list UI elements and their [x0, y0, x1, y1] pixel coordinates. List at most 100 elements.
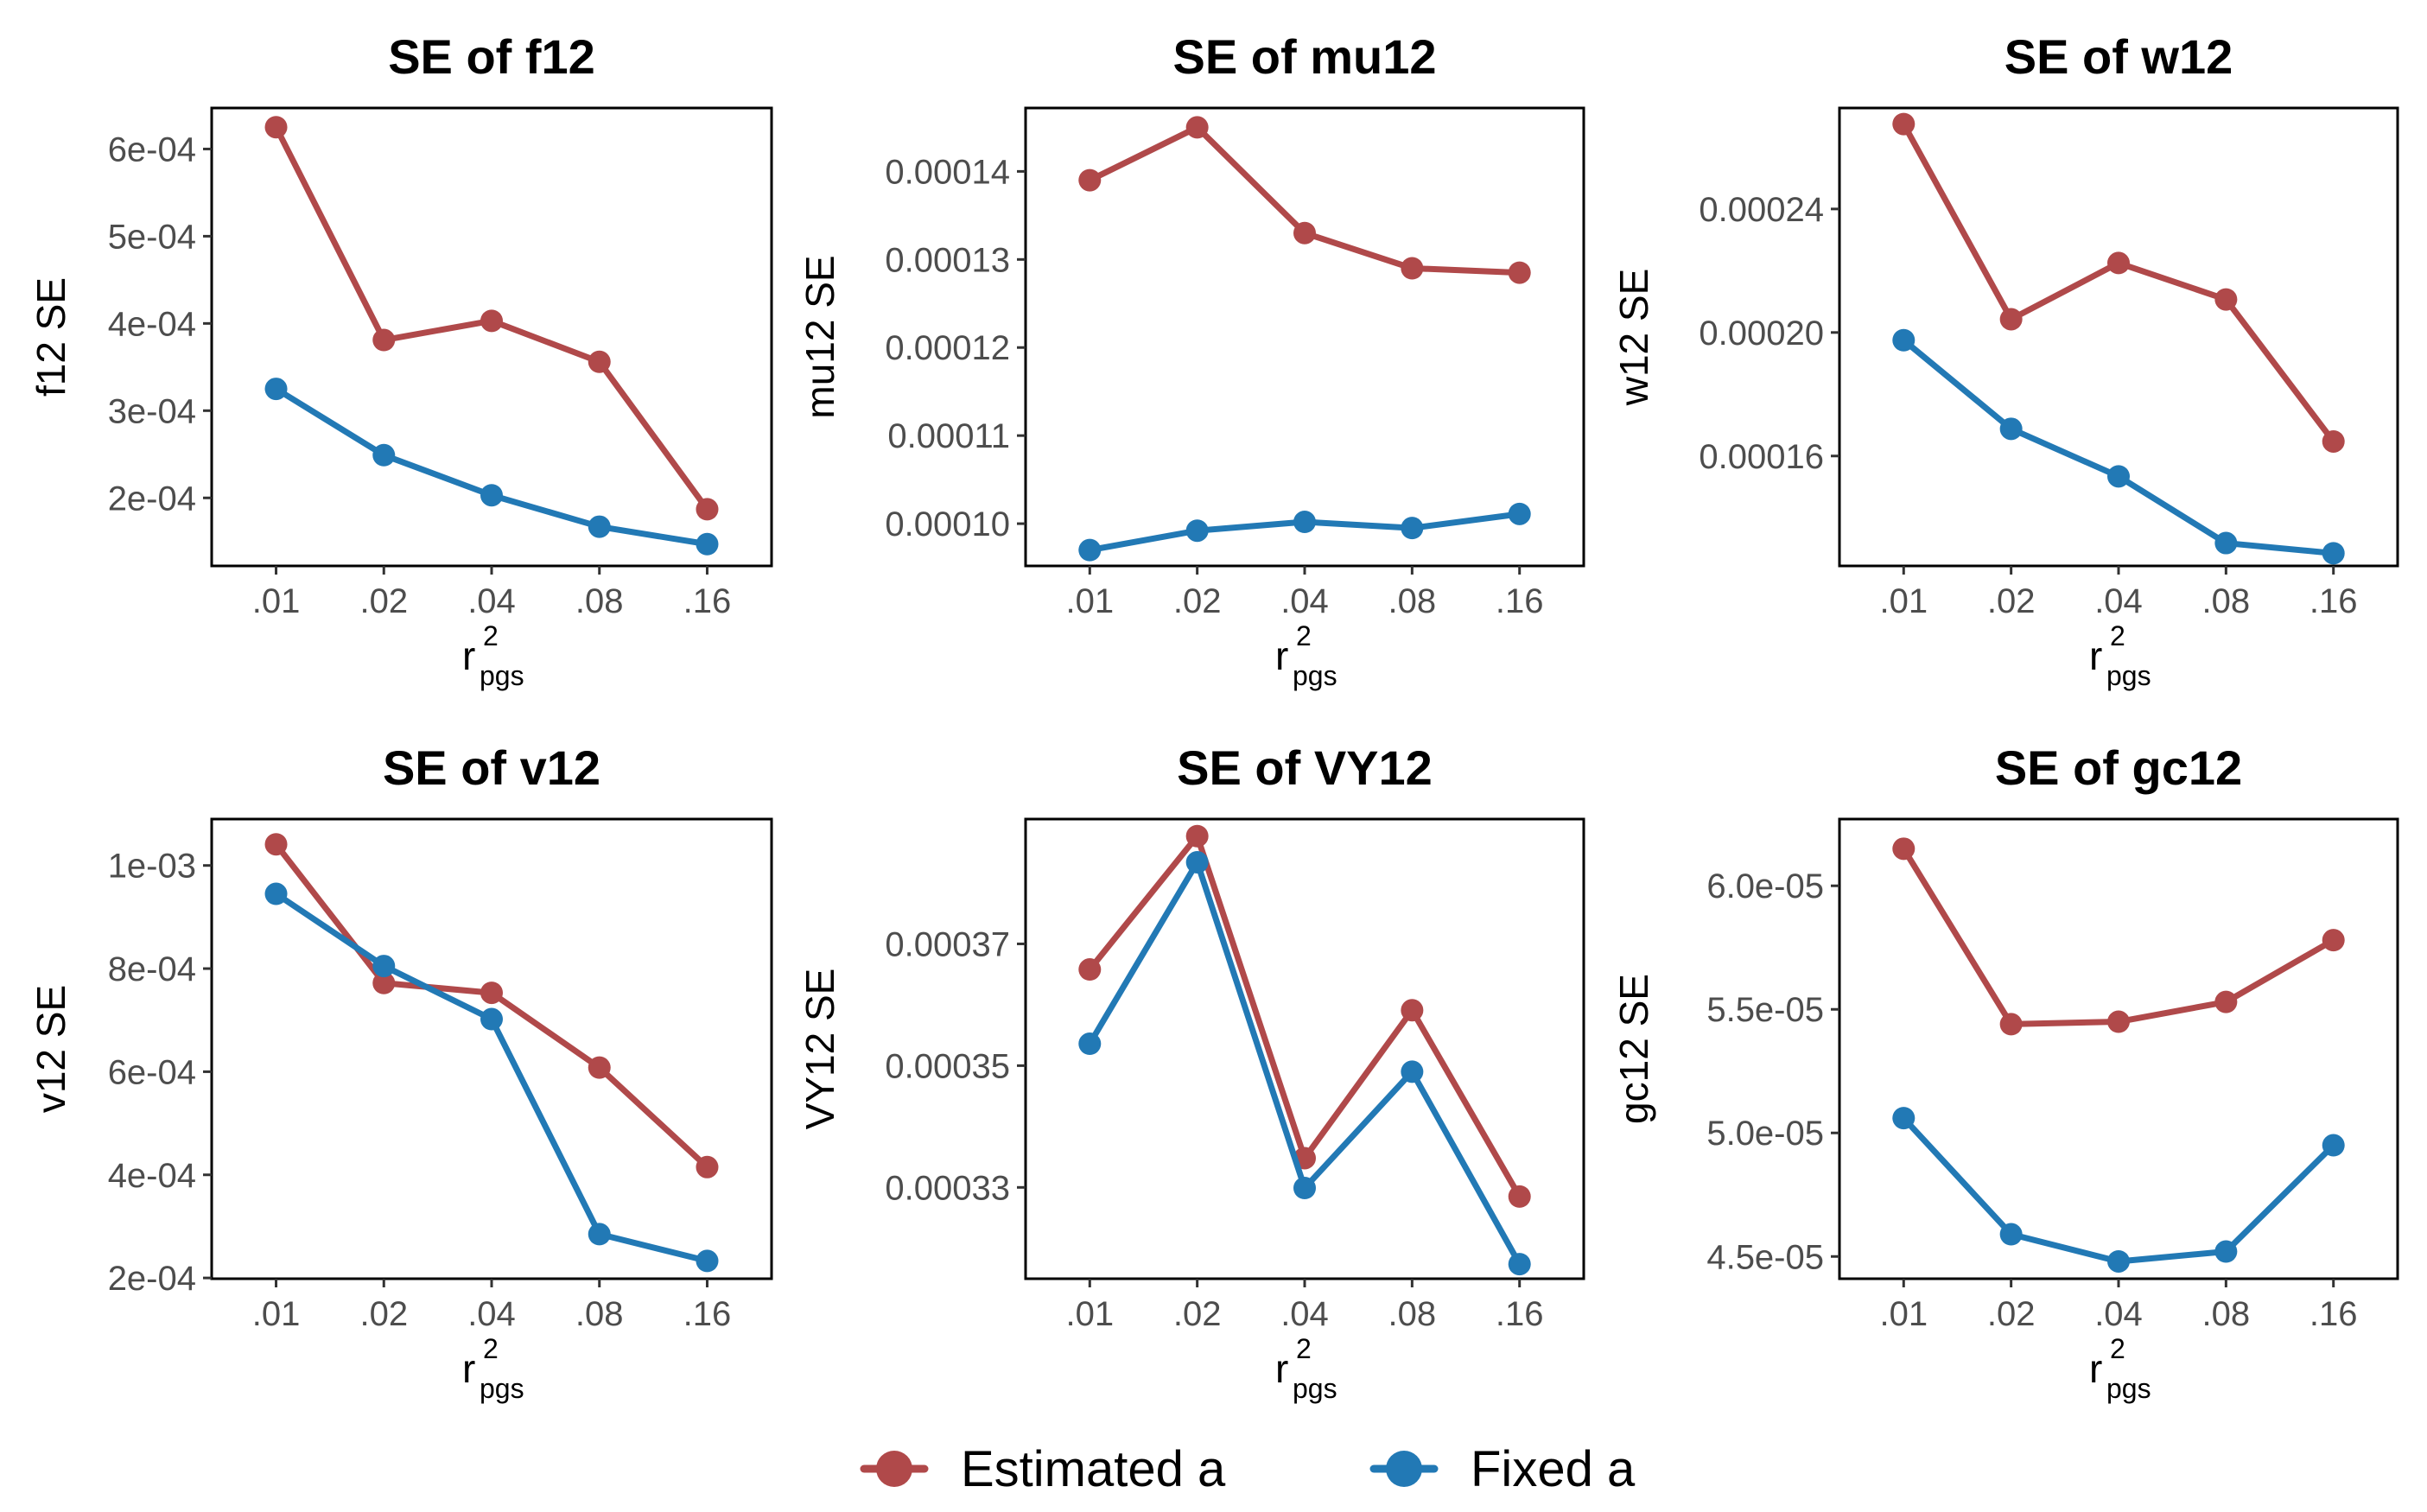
- x-tick-label: .02: [1173, 1295, 1222, 1333]
- x-axis-title-sup: 2: [2110, 620, 2125, 651]
- data-point: [1078, 958, 1102, 982]
- data-point: [2322, 1134, 2345, 1157]
- y-axis-title: mu12 SE: [797, 255, 842, 418]
- x-tick-label: .02: [1987, 582, 2036, 620]
- x-axis-title: r: [462, 1346, 475, 1391]
- x-axis-title-sub: pgs: [2106, 660, 2151, 691]
- data-point: [1892, 837, 1916, 861]
- x-axis-title: r: [1275, 633, 1288, 678]
- x-axis-title: r: [2089, 633, 2102, 678]
- x-tick-label: .01: [1879, 1295, 1928, 1333]
- data-point: [372, 328, 396, 352]
- x-axis-title-sub: pgs: [1293, 1373, 1337, 1404]
- y-tick-label: 0.00037: [885, 925, 1010, 963]
- y-tick-label: 0.00014: [885, 153, 1010, 191]
- data-point: [2214, 1240, 2238, 1263]
- y-tick-label: 0.00016: [1699, 438, 1824, 476]
- y-axis-title: w12 SE: [1611, 269, 1656, 407]
- plot-frame: [1838, 106, 2399, 568]
- data-point: [1401, 517, 1424, 540]
- y-tick-label: 3e-04: [108, 392, 196, 430]
- data-point: [1401, 999, 1424, 1022]
- data-point: [1078, 538, 1102, 562]
- data-point: [480, 309, 503, 333]
- y-tick-label: 0.00010: [885, 505, 1010, 543]
- panel-title: SE of v12: [383, 740, 600, 795]
- data-point: [588, 350, 611, 373]
- data-point: [588, 515, 611, 538]
- legend-label-fixed: Fixed a: [1471, 1441, 1636, 1497]
- x-tick-label: .01: [252, 582, 301, 620]
- series-estimated: [1078, 824, 1531, 1208]
- series-fixed: [264, 378, 719, 556]
- legend-item-estimated: Estimated a: [860, 1441, 1226, 1497]
- y-tick-label: 0.00035: [885, 1047, 1010, 1085]
- series-line: [273, 891, 710, 1264]
- x-tick-label: .01: [1065, 582, 1114, 620]
- series-fixed: [1892, 328, 2345, 565]
- data-point: [1999, 308, 2023, 331]
- x-tick-label: .16: [683, 1295, 732, 1333]
- x-axis-title-sup: 2: [1296, 620, 1312, 651]
- series-line: [1900, 1115, 2337, 1265]
- data-point: [2214, 990, 2238, 1013]
- y-axis-title: f12 SE: [29, 277, 73, 397]
- data-point: [1185, 851, 1209, 874]
- data-point: [1999, 1223, 2023, 1246]
- data-point: [1892, 328, 1916, 352]
- series-estimated: [264, 833, 719, 1178]
- series-estimated: [264, 116, 719, 521]
- x-tick-label: .08: [1388, 582, 1437, 620]
- x-tick-label: .02: [359, 1295, 408, 1333]
- data-point: [696, 1249, 719, 1273]
- series-line: [1086, 124, 1523, 276]
- y-tick-label: 6e-04: [108, 130, 196, 168]
- x-tick-label: .16: [1496, 582, 1544, 620]
- x-tick-label: .01: [1065, 1295, 1114, 1333]
- data-point: [264, 116, 288, 139]
- y-tick-label: 0.00013: [885, 241, 1010, 279]
- data-point: [480, 1007, 503, 1031]
- data-point: [372, 955, 396, 978]
- x-tick-label: .16: [1496, 1295, 1544, 1333]
- data-point: [1508, 1253, 1531, 1276]
- data-point: [480, 484, 503, 507]
- x-tick-label: .16: [683, 582, 732, 620]
- y-tick-label: 0.00011: [887, 417, 1010, 455]
- y-tick-label: 6e-04: [108, 1053, 196, 1091]
- plot-frame: [1838, 817, 2399, 1280]
- y-tick-label: 0.00024: [1699, 191, 1824, 229]
- panels: SE of f12 2e-04 3e-04 4e-04 5e-04 6e-04 .01 .02…: [29, 29, 2399, 1404]
- x-tick-label: .04: [2094, 582, 2143, 620]
- series-estimated: [1078, 116, 1531, 284]
- legend-marker-fixed: [1386, 1451, 1422, 1487]
- series-line: [1900, 845, 2337, 1027]
- x-axis-title-sup: 2: [2110, 1333, 2125, 1364]
- panel-1: SE of f12 2e-04 3e-04 4e-04 5e-04 6e-04 .01 .02…: [29, 29, 773, 691]
- x-axis-title-sup: 2: [1296, 1333, 1312, 1364]
- y-tick-label: 0.00033: [885, 1169, 1010, 1207]
- data-point: [1999, 1013, 2023, 1036]
- series-estimated: [1892, 837, 2345, 1036]
- data-point: [2214, 531, 2238, 555]
- series-line: [273, 841, 710, 1171]
- x-tick-label: .16: [2309, 582, 2358, 620]
- data-point: [1293, 1177, 1316, 1200]
- data-point: [1078, 1032, 1102, 1056]
- x-tick-label: .08: [2202, 1295, 2251, 1333]
- x-axis-title-sub: pgs: [480, 1373, 524, 1404]
- x-axis-title-sup: 2: [483, 620, 499, 651]
- x-tick-label: .04: [1280, 582, 1329, 620]
- panel-2: SE of mu12 0.00010 0.00011 0.00012 0.00013 0.…: [797, 29, 1585, 691]
- x-tick-label: .08: [2202, 582, 2251, 620]
- x-tick-label: .08: [1388, 1295, 1437, 1333]
- data-point: [1508, 261, 1531, 284]
- y-tick-label: 6.0e-05: [1706, 867, 1824, 905]
- x-tick-label: .04: [1280, 1295, 1329, 1333]
- legend-marker-estimated: [876, 1451, 912, 1487]
- data-point: [1185, 824, 1209, 848]
- data-point: [2107, 465, 2130, 488]
- data-point: [1401, 257, 1424, 280]
- x-axis-title: r: [462, 633, 475, 678]
- y-tick-label: 4e-04: [108, 305, 196, 343]
